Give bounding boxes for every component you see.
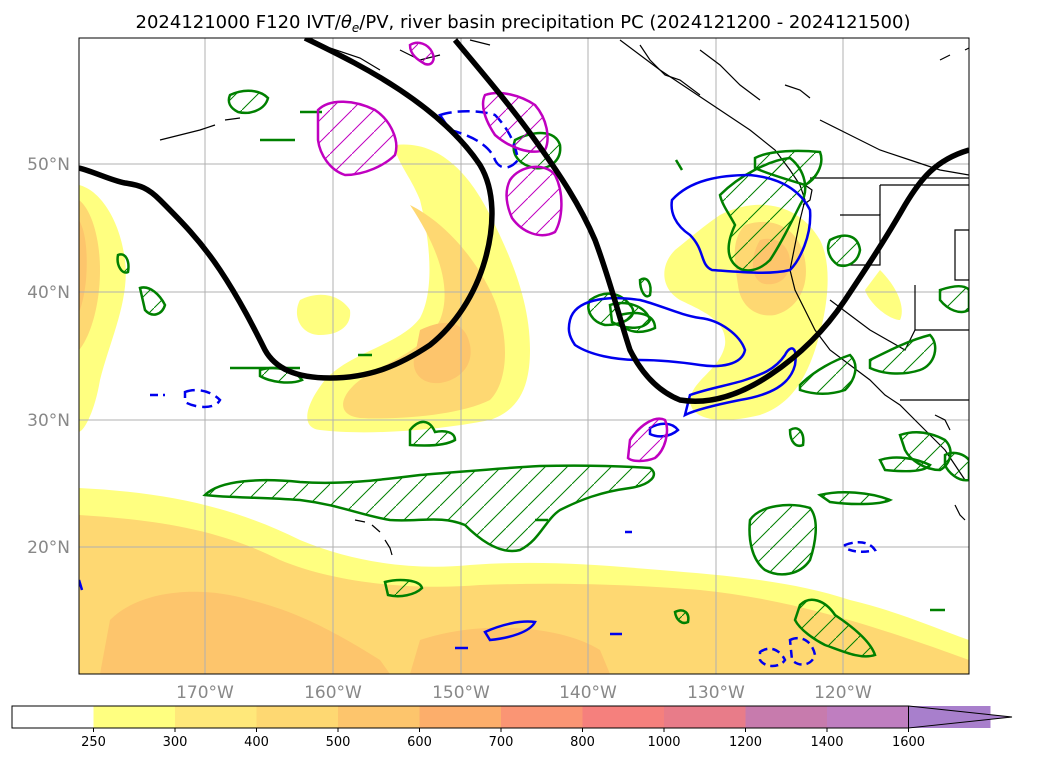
coastlines — [159, 39, 969, 556]
blue-contours — [79, 110, 877, 668]
colorbar-segment — [501, 706, 583, 728]
colorbar-segment — [256, 706, 339, 728]
colorbar-segment — [664, 706, 746, 728]
colorbar-segment — [12, 706, 94, 728]
colorbar-segment — [338, 706, 420, 728]
lon-label: 130°W — [687, 683, 745, 703]
lon-label: 170°W — [176, 683, 234, 703]
colorbar-segment — [582, 706, 665, 728]
ivt-shading — [79, 144, 969, 674]
colorbar-tick-label: 700 — [489, 735, 514, 750]
lon-label: 150°W — [432, 683, 490, 703]
colorbar-extend-arrow — [908, 705, 1013, 729]
colorbar-tick-label: 500 — [326, 735, 351, 750]
lon-label: 160°W — [304, 683, 362, 703]
colorbar-tick-label: 600 — [407, 735, 432, 750]
map-panel — [79, 38, 969, 674]
colorbar-labels: 250 300 400 500 600 700 800 1000 1200 1400 1600 — [81, 728, 925, 750]
green-contours — [116, 89, 969, 658]
colorbar — [11, 705, 1013, 729]
colorbar-segment — [93, 706, 176, 728]
figure-title: 2024121000 F120 IVT/θe/PV, river basin p… — [136, 12, 911, 35]
colorbar-tick-label: 1200 — [729, 735, 762, 750]
lon-label: 120°W — [814, 683, 872, 703]
colorbar-segment — [419, 706, 502, 728]
lon-label: 140°W — [559, 683, 617, 703]
colorbar-tick-label: 1600 — [892, 735, 925, 750]
colorbar-tick-label: 300 — [163, 735, 188, 750]
colorbar-segment — [175, 706, 257, 728]
pv-contour — [79, 38, 969, 404]
lat-label: 50°N — [27, 155, 70, 175]
colorbar-tick-label: 400 — [244, 735, 269, 750]
magenta-contours — [316, 41, 669, 463]
colorbar-tick-label: 1000 — [647, 735, 680, 750]
lat-label: 20°N — [27, 538, 70, 558]
latitude-labels: 50°N 40°N 30°N 20°N — [27, 155, 70, 558]
lat-label: 30°N — [27, 411, 70, 431]
colorbar-segment — [745, 706, 828, 728]
colorbar-tick-label: 250 — [81, 735, 106, 750]
lat-label: 40°N — [27, 283, 70, 303]
map-frame — [78, 37, 970, 675]
colorbar-tick-label: 1400 — [810, 735, 843, 750]
colorbar-tick-label: 800 — [570, 735, 595, 750]
colorbar-segment — [827, 706, 909, 728]
longitude-labels: 170°W 160°W 150°W 140°W 130°W 120°W — [176, 683, 872, 703]
colorbar-outline — [11, 705, 909, 729]
